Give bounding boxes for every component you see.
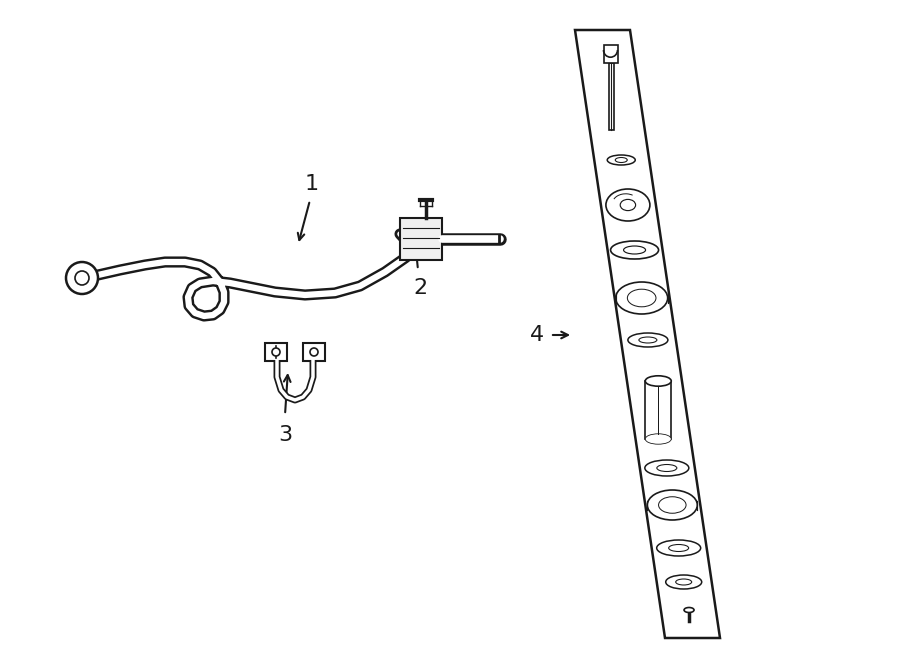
Bar xyxy=(303,343,325,361)
Circle shape xyxy=(66,262,98,294)
Circle shape xyxy=(75,271,89,285)
Ellipse shape xyxy=(616,157,627,163)
Ellipse shape xyxy=(610,241,659,259)
Text: 2: 2 xyxy=(413,278,428,298)
Bar xyxy=(645,381,671,439)
Bar xyxy=(400,218,442,260)
Ellipse shape xyxy=(657,540,701,556)
Ellipse shape xyxy=(676,579,692,585)
Circle shape xyxy=(272,348,280,356)
Ellipse shape xyxy=(644,460,688,476)
Ellipse shape xyxy=(616,282,668,314)
Ellipse shape xyxy=(666,575,702,589)
Ellipse shape xyxy=(608,155,635,165)
Bar xyxy=(604,45,617,63)
Bar xyxy=(608,63,614,130)
Ellipse shape xyxy=(645,434,671,444)
Text: 4: 4 xyxy=(530,325,544,345)
Ellipse shape xyxy=(669,545,689,551)
Ellipse shape xyxy=(624,246,645,254)
Polygon shape xyxy=(575,30,720,638)
Ellipse shape xyxy=(639,337,657,343)
Text: 3: 3 xyxy=(278,425,293,445)
Bar xyxy=(265,343,287,361)
Ellipse shape xyxy=(606,189,650,221)
Ellipse shape xyxy=(620,200,635,211)
Ellipse shape xyxy=(659,497,686,513)
Ellipse shape xyxy=(628,333,668,347)
Ellipse shape xyxy=(684,607,694,613)
Ellipse shape xyxy=(645,376,671,386)
Text: 1: 1 xyxy=(305,174,320,194)
Ellipse shape xyxy=(627,290,656,307)
Ellipse shape xyxy=(647,490,698,520)
Ellipse shape xyxy=(657,465,677,471)
Circle shape xyxy=(310,348,318,356)
